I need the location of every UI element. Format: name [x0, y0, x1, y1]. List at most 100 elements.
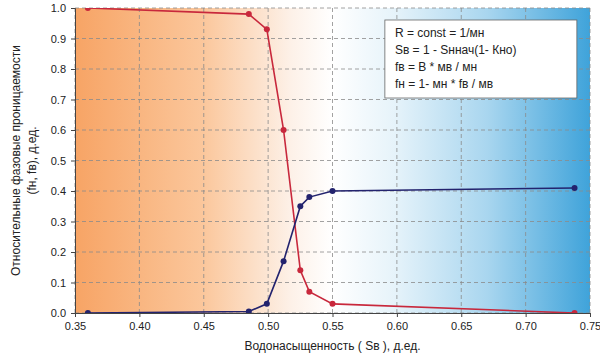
series-marker	[330, 188, 336, 194]
y-axis-tick-mark	[71, 69, 75, 70]
y-axis-tick: 0.6	[51, 124, 75, 136]
grid-line-y	[75, 221, 590, 222]
y-axis-tick-label: 0.0	[51, 307, 66, 319]
x-axis-tick-mark	[590, 313, 591, 317]
x-axis-tick: 0.60	[387, 313, 408, 332]
y-axis-tick-label: 0.7	[51, 94, 66, 106]
series-marker	[281, 258, 287, 264]
series-marker	[85, 310, 91, 313]
series-marker	[297, 203, 303, 209]
annotation-frame	[385, 20, 577, 98]
series-line	[88, 8, 575, 313]
y-axis-tick-mark	[71, 283, 75, 284]
x-axis-tick-label: 0.55	[322, 320, 343, 332]
y-axis-tick: 0.5	[51, 155, 75, 167]
series-marker	[572, 185, 578, 191]
x-axis-line	[76, 314, 591, 318]
grid-line-y	[75, 8, 590, 9]
y-axis-line	[71, 9, 76, 314]
x-axis-title: Водонасыщенность ( Sв ), д.ед.	[244, 339, 420, 353]
x-axis-tick: 0.75	[580, 313, 600, 332]
y-axis-tick-label: 0.3	[51, 216, 66, 228]
y-axis-tick: 1.0	[51, 2, 75, 14]
y-axis-tick-label: 0.2	[51, 246, 66, 258]
x-axis-tick-label: 0.65	[451, 320, 472, 332]
y-axis-tick-label: 0.8	[51, 63, 66, 75]
y-axis-tick-mark	[71, 100, 75, 101]
y-axis-tick: 0.9	[51, 33, 75, 45]
y-axis-tick-mark	[71, 222, 75, 223]
series-marker	[572, 310, 578, 313]
y-axis-tick: 0.2	[51, 246, 75, 258]
grid-line-y	[75, 99, 590, 100]
x-axis-tick-mark	[526, 313, 527, 317]
y-axis-tick-label: 0.1	[51, 277, 66, 289]
grid-line-x	[332, 8, 333, 313]
x-axis-tick-mark	[268, 313, 269, 317]
y-axis-tick-label: 1.0	[51, 2, 66, 14]
x-axis: 0.35 0.40 0.45 0.50 0.55 0.60 0.65 0.70 0.75	[65, 313, 600, 332]
y-axis-title: (fн, fв), д.ед.	[25, 126, 39, 194]
y-axis-tick-label: 0.4	[51, 185, 66, 197]
x-axis-tick-label: 0.60	[387, 320, 408, 332]
grid	[75, 8, 590, 313]
x-axis-tick-label: 0.75	[580, 320, 600, 332]
x-axis-tick-mark	[461, 313, 462, 317]
plot: 0.350.400.450.500.550.600.650.700.750.00…	[51, 2, 600, 332]
series-marker	[297, 267, 303, 273]
grid-line-y	[75, 282, 590, 283]
x-axis-tick: 0.45	[194, 313, 215, 332]
plot-background	[75, 8, 590, 313]
y-axis-tick: 0.3	[51, 216, 75, 228]
marks	[85, 8, 578, 313]
y-axis-tick-label: 0.5	[51, 155, 66, 167]
y-axis-tick-mark	[71, 130, 75, 131]
y-axis-tick-mark	[71, 8, 75, 9]
x-axis-tick-mark	[397, 313, 398, 317]
chart: 0.350.400.450.500.550.600.650.700.750.00…	[0, 0, 600, 358]
y-axis-tick-label: 0.6	[51, 124, 66, 136]
y-axis-tick: 0.8	[51, 63, 75, 75]
series-marker	[246, 11, 252, 17]
annotation: R = const = 1/мн	[395, 26, 485, 40]
annotation: fн = 1- мн * fв / мв	[395, 77, 493, 91]
y-axis-tick: 0.7	[51, 94, 75, 106]
x-axis-tick-label: 0.40	[129, 320, 150, 332]
annotation-box: R = const = 1/мн Sв = 1 - Sннач(1- Кно) fв…	[385, 20, 577, 98]
series-marker	[264, 26, 270, 32]
y-axis-tick-mark	[71, 252, 75, 253]
x-axis-tick-label: 0.45	[194, 320, 215, 332]
x-axis-tick-label: 0.70	[515, 320, 536, 332]
x-axis-tick-mark	[204, 313, 205, 317]
y-axis-tick-mark	[71, 39, 75, 40]
annotation: Sв = 1 - Sннач(1- Кно)	[395, 43, 517, 57]
y-axis-tick: 0.4	[51, 185, 75, 197]
x-axis-tick: 0.40	[129, 313, 150, 332]
grid-line-y	[75, 130, 590, 131]
x-axis-tick: 0.70	[515, 313, 536, 332]
y-axis-title: Относительные фазовые проницаемости	[9, 45, 23, 276]
y-axis-tick: 0.0	[51, 307, 75, 319]
x-axis-tick-mark	[333, 313, 334, 317]
series-marker	[306, 194, 312, 200]
x-axis-tick-label: 0.35	[65, 320, 86, 332]
y-axis-tick-mark	[71, 191, 75, 192]
x-axis-tick-mark	[139, 313, 140, 317]
series-line	[88, 188, 575, 313]
series-marker	[246, 308, 252, 313]
series-marker	[281, 127, 287, 133]
series-marker	[264, 301, 270, 307]
series-marker	[330, 301, 336, 307]
x-axis-tick: 0.55	[322, 313, 343, 332]
x-axis-tick: 0.50	[258, 313, 279, 332]
annotation: fв = B * мв / мн	[395, 60, 477, 74]
grid-line-y	[75, 252, 590, 253]
series-marker	[306, 289, 312, 295]
y-axis-tick-label: 0.9	[51, 33, 66, 45]
y-axis-tick: 0.1	[51, 277, 75, 289]
grid-line-y	[75, 160, 590, 161]
series-marker	[85, 8, 91, 11]
y-axis-tick-mark	[71, 161, 75, 162]
x-axis-tick-label: 0.50	[258, 320, 279, 332]
y-axis: 0.0 0.1 0.2 0.3 0.4 0.5 0.6 0.7 0.8 0.9 1.0	[51, 2, 76, 319]
